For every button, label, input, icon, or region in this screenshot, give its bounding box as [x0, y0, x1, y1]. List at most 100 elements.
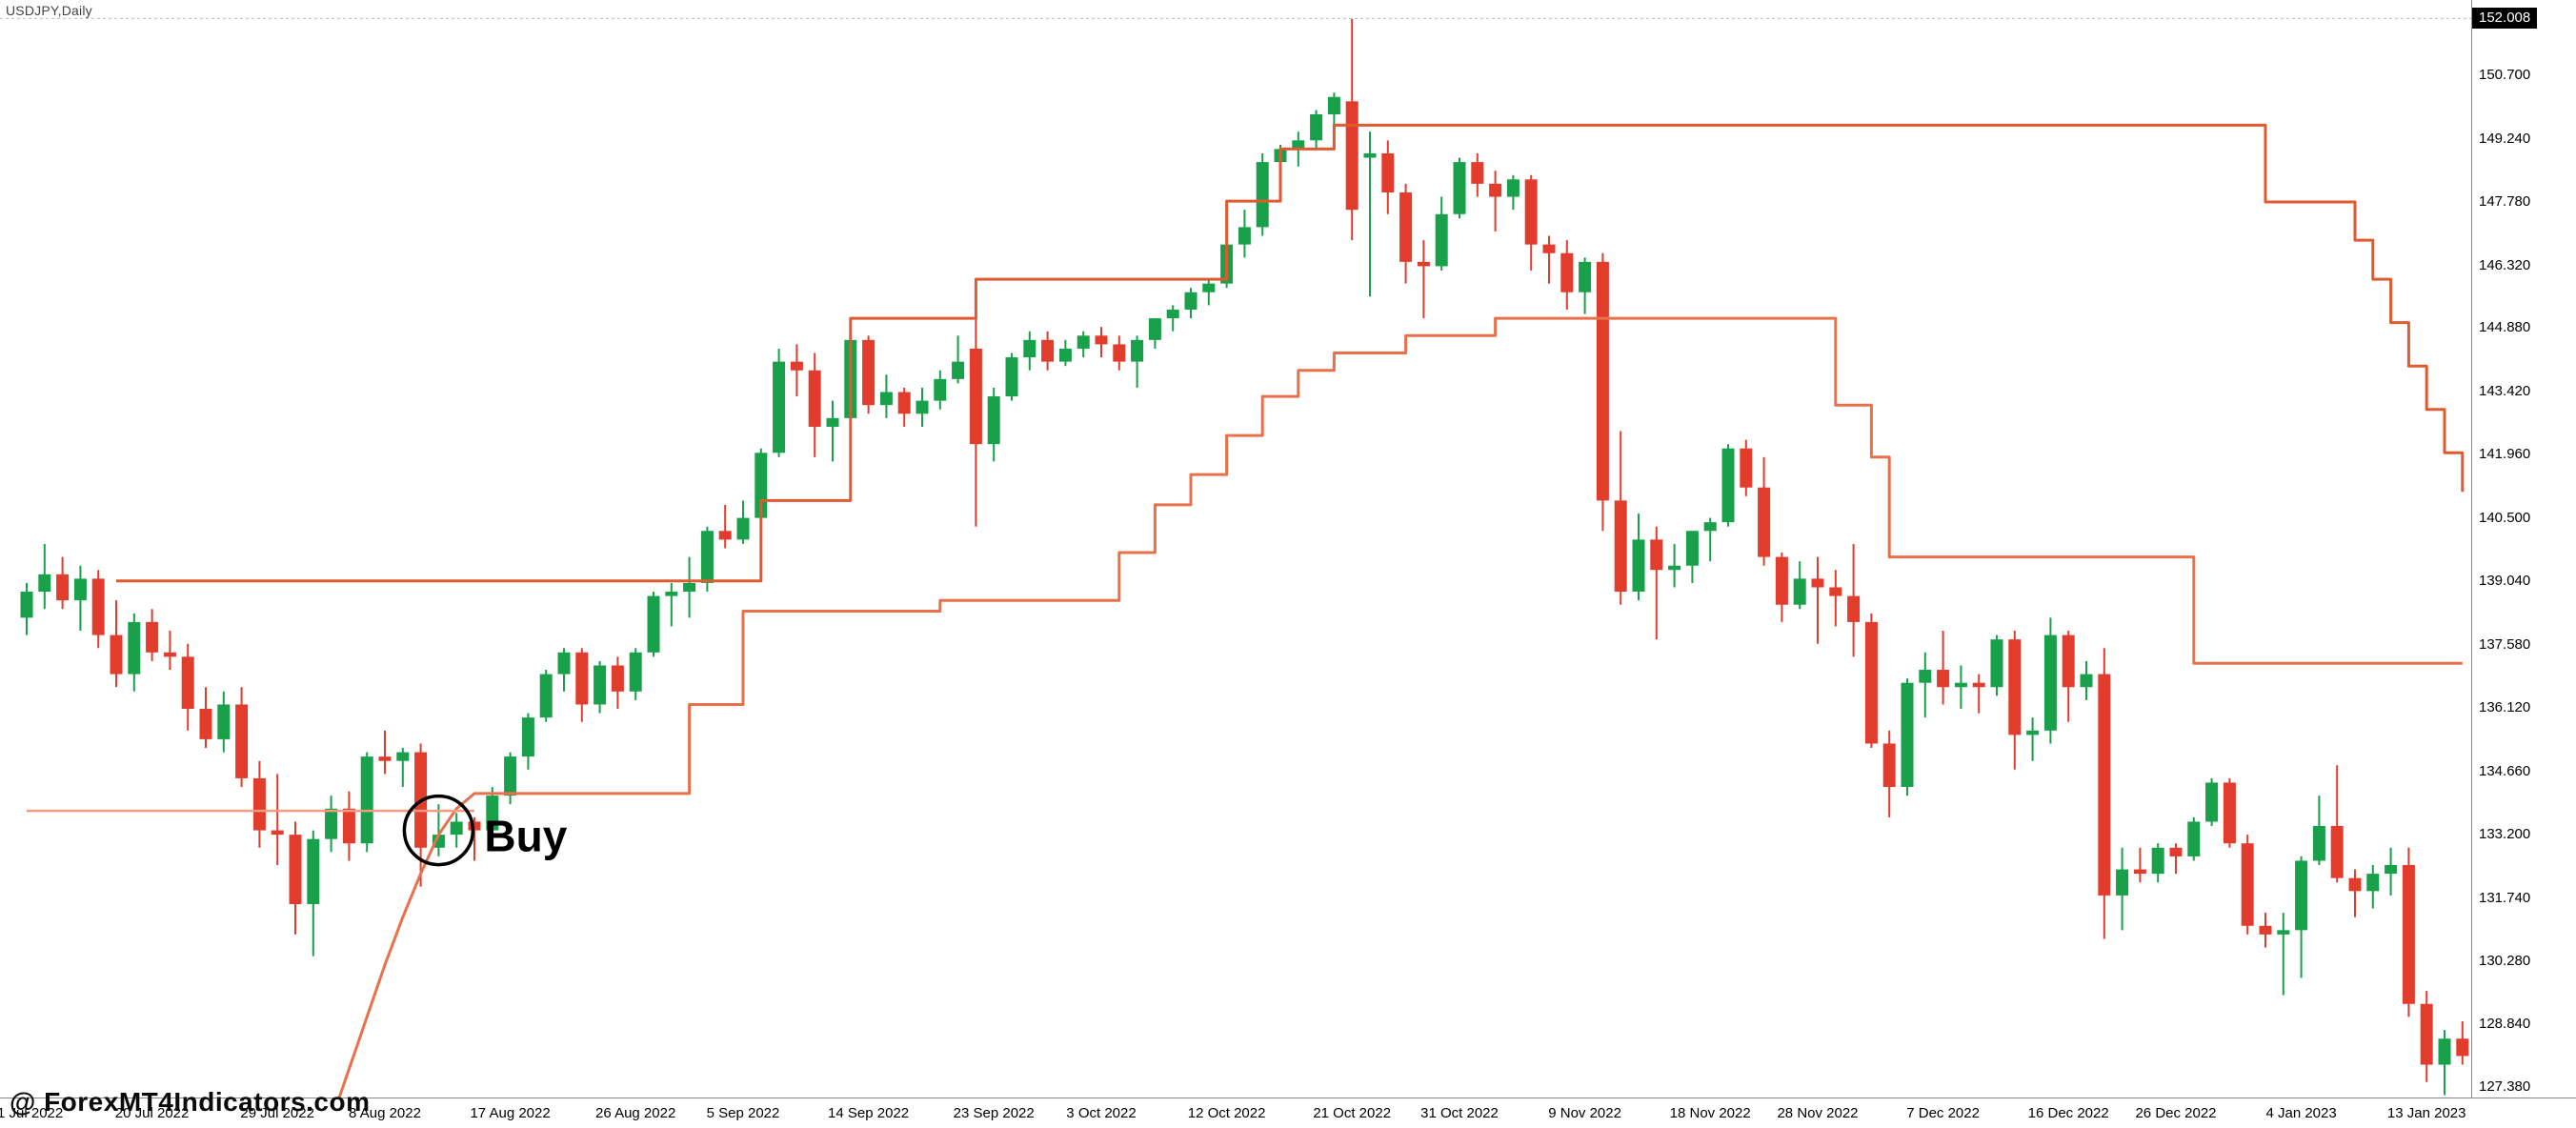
candle-body — [2241, 843, 2254, 926]
candle-body — [2277, 930, 2290, 935]
candle-body — [1703, 522, 1717, 532]
candle-body — [773, 361, 786, 453]
candle-body — [1882, 743, 1896, 788]
candle-body — [2062, 634, 2075, 688]
candle-body — [73, 578, 87, 601]
candle-body — [1166, 309, 1179, 319]
candle-body — [2133, 869, 2146, 875]
candle-body — [1542, 244, 1556, 253]
candle-body — [826, 417, 839, 427]
date-axis-label: 17 Aug 2022 — [470, 1105, 551, 1121]
candle-body — [2438, 1038, 2451, 1065]
price-axis-label: 128.840 — [2479, 1015, 2531, 1032]
candle-body — [1041, 339, 1055, 362]
candle-body — [1095, 335, 1108, 345]
price-axis-label: 149.240 — [2479, 130, 2531, 147]
date-axis-label: 20 Jul 2022 — [114, 1105, 190, 1121]
price-axis-label: 136.120 — [2479, 699, 2531, 716]
candle-body — [128, 621, 141, 675]
candle-body — [360, 756, 373, 844]
candle-body — [700, 531, 714, 583]
candle-body — [647, 595, 660, 653]
candle-body — [2402, 865, 2415, 1004]
candle-body — [1758, 487, 1771, 557]
candle-body — [1829, 587, 1842, 596]
candle-body — [468, 821, 481, 831]
candle-body — [1453, 162, 1466, 214]
candle-body — [1937, 670, 1950, 688]
candle-body — [1954, 682, 1967, 688]
candle-body — [146, 621, 159, 653]
date-axis-label: 18 Nov 2022 — [1669, 1105, 1751, 1121]
candle-body — [1417, 261, 1430, 267]
candle-body — [271, 830, 284, 836]
price-axis-label: 131.740 — [2479, 889, 2531, 906]
date-axis-label: 9 Nov 2022 — [1548, 1105, 1621, 1121]
candle-body — [2366, 874, 2380, 892]
date-axis-label: 26 Aug 2022 — [595, 1105, 676, 1121]
date-axis-label: 8 Aug 2022 — [349, 1105, 421, 1121]
candle-body — [665, 592, 678, 596]
candle-body — [2187, 821, 2201, 856]
candle-body — [1650, 539, 1663, 571]
candle-body — [2098, 674, 2111, 896]
candle-body — [1202, 283, 1216, 292]
candle-body — [307, 838, 320, 905]
candle-body — [1113, 344, 1126, 362]
candle-body — [934, 378, 947, 401]
price-axis[interactable]: 152.008 150.700 149.240 147.780 146.320 144.… — [2471, 0, 2576, 1098]
candle-body — [2026, 730, 2040, 735]
candle-body — [486, 796, 499, 831]
candle-body — [1740, 448, 1753, 488]
candle-body — [1310, 113, 1323, 141]
date-axis-label: 5 Sep 2022 — [706, 1105, 780, 1121]
price-axis-label: 127.380 — [2479, 1078, 2531, 1096]
candle-body — [1685, 531, 1699, 566]
candle-body — [450, 821, 463, 836]
price-axis-label: 146.320 — [2479, 256, 2531, 273]
supply-line-upper — [116, 123, 2465, 583]
price-axis-label: 140.500 — [2479, 509, 2531, 526]
candle-body — [235, 704, 249, 778]
candle-body — [862, 339, 875, 406]
date-axis-label: 14 Sep 2022 — [828, 1105, 910, 1121]
candle-body — [790, 361, 803, 371]
candle-body — [1560, 252, 1574, 292]
candle-body — [1775, 556, 1788, 605]
candle-body — [2116, 869, 2129, 896]
candle-body — [718, 531, 732, 540]
candle-body — [1327, 96, 1340, 114]
trend-line-mid — [337, 316, 2463, 1098]
date-axis[interactable]: 11 Jul 2022 20 Jul 2022 29 Jul 2022 8 Aug 2… — [0, 1098, 2576, 1128]
price-axis-label: 143.420 — [2479, 382, 2531, 399]
price-axis-label: 150.700 — [2479, 67, 2531, 83]
candle-body — [1721, 448, 1735, 523]
candle-body — [987, 396, 1000, 445]
candle-body — [1524, 179, 1538, 245]
candle-body — [2295, 860, 2308, 931]
candle-body — [1131, 339, 1144, 362]
candle-body — [1972, 682, 1985, 688]
candle-body — [110, 634, 123, 675]
candle-body — [163, 652, 176, 657]
price-chart-plot[interactable]: Buy — [0, 0, 2471, 1098]
date-axis-label: 26 Dec 2022 — [2135, 1105, 2217, 1121]
candle-body — [808, 370, 821, 427]
watermark: @ ForexMT4Indicators.com — [10, 1087, 371, 1117]
candle-body — [1184, 292, 1197, 310]
candle-body — [342, 808, 355, 844]
candle-body — [1363, 152, 1377, 158]
candle-body — [1292, 140, 1305, 150]
candle-body — [2385, 865, 2398, 875]
candle-body — [2151, 847, 2164, 875]
candle-body — [1345, 101, 1358, 211]
candle-body — [1668, 565, 1681, 571]
candle-body — [325, 808, 338, 839]
price-axis-label: 141.960 — [2479, 446, 2531, 463]
candle-body — [611, 665, 624, 692]
date-axis-label: 4 Jan 2023 — [2265, 1105, 2337, 1121]
max-price-badge: 152.008 — [2472, 8, 2538, 29]
candle-body — [1077, 335, 1090, 349]
candle-body — [557, 652, 571, 675]
candle-body — [1489, 183, 1502, 197]
